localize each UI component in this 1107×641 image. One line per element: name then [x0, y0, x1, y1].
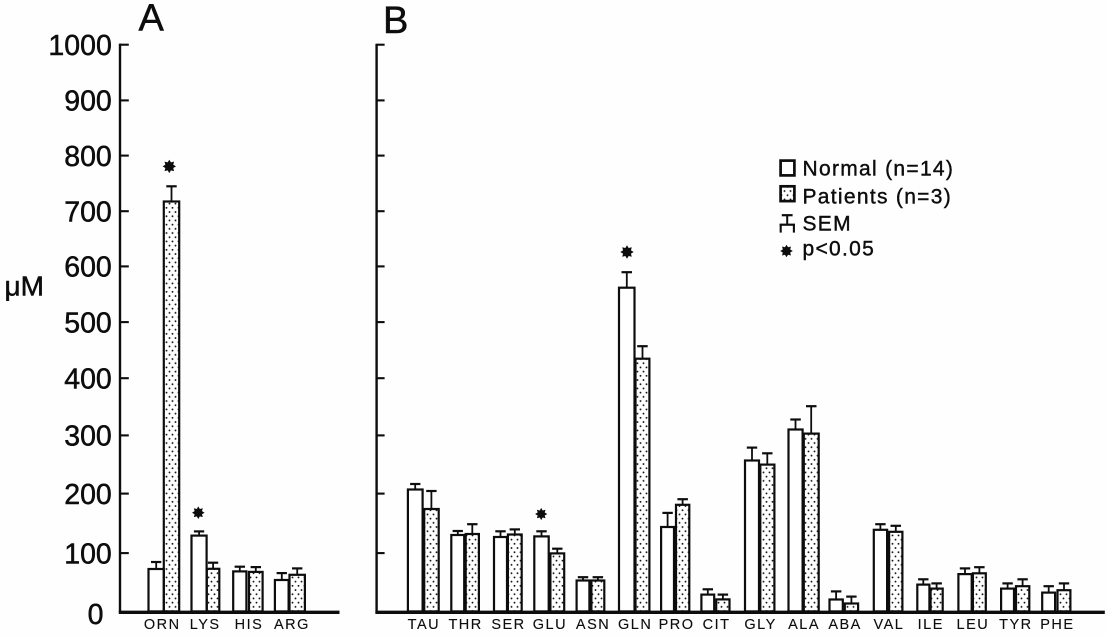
svg-text:Patients (n=3): Patients (n=3) [803, 185, 953, 208]
svg-text:VAL: VAL [873, 617, 904, 633]
svg-text:PRO: PRO [659, 617, 695, 633]
svg-text:400: 400 [64, 363, 112, 395]
svg-text:300: 300 [64, 421, 112, 453]
svg-text:LEU: LEU [957, 617, 990, 633]
svg-text:PHE: PHE [1040, 617, 1074, 633]
svg-text:ASN: ASN [576, 617, 610, 633]
svg-text:ORN: ORN [144, 617, 181, 633]
svg-text:LYS: LYS [190, 617, 221, 633]
svg-text:GLU: GLU [533, 617, 567, 633]
svg-text:0: 0 [88, 599, 104, 631]
svg-text:TAU: TAU [408, 617, 440, 633]
svg-text:800: 800 [64, 141, 112, 173]
svg-text:A: A [139, 0, 165, 40]
svg-text:900: 900 [64, 86, 112, 118]
svg-text:SEM: SEM [803, 212, 852, 235]
svg-text:HIS: HIS [235, 617, 264, 633]
svg-text:ALA: ALA [788, 617, 820, 633]
svg-text:200: 200 [64, 479, 112, 511]
svg-text:CIT: CIT [703, 617, 731, 633]
svg-text:GLY: GLY [744, 617, 776, 633]
svg-text:600: 600 [64, 252, 112, 284]
svg-text:p<0.05: p<0.05 [803, 238, 876, 261]
svg-text:SER: SER [491, 617, 525, 633]
svg-text:100: 100 [64, 538, 112, 570]
svg-text:700: 700 [64, 196, 112, 228]
svg-text:500: 500 [64, 307, 112, 339]
svg-text:Normal (n=14): Normal (n=14) [803, 158, 955, 181]
svg-text:B: B [383, 0, 408, 42]
svg-text:ABA: ABA [828, 617, 862, 633]
svg-text:μM: μM [5, 271, 44, 302]
svg-text:ILE: ILE [918, 617, 944, 633]
svg-text:ARG: ARG [274, 617, 310, 633]
svg-text:TYR: TYR [999, 617, 1033, 633]
svg-text:GLN: GLN [618, 617, 652, 633]
svg-text:THR: THR [448, 617, 482, 633]
svg-text:1000: 1000 [48, 30, 111, 62]
